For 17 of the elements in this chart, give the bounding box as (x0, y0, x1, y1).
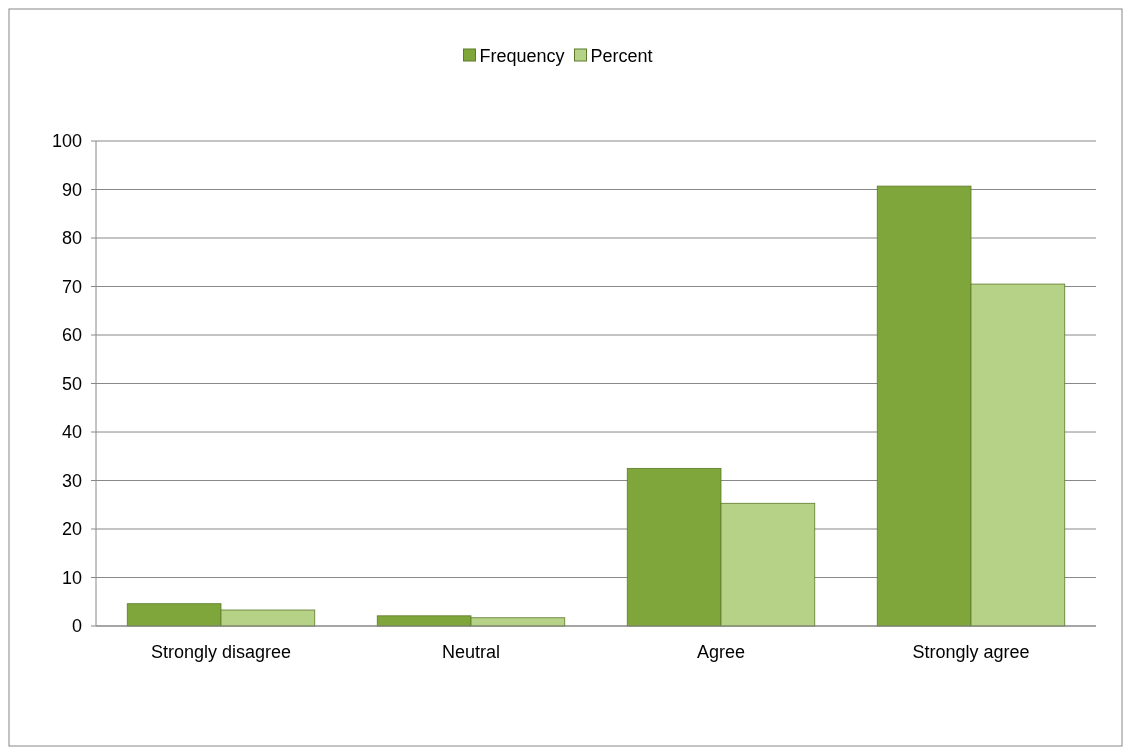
y-tick-label: 100 (51, 131, 82, 152)
x-tick-label: Agree (696, 642, 746, 662)
y-tick-label: 80 (61, 228, 82, 249)
y-tick-label: 40 (61, 422, 82, 443)
y-tick-label: 60 (61, 325, 82, 346)
y-tick-label: 0 (71, 616, 82, 637)
y-tick-label: 30 (61, 470, 82, 491)
x-tick-label: Strongly disagree (150, 642, 292, 662)
x-tick-label: Strongly agree (912, 642, 1030, 662)
x-tick-label: Neutral (441, 642, 501, 662)
legend-label: Frequency (479, 46, 565, 67)
y-tick-label: 90 (61, 179, 82, 200)
y-tick-label: 50 (61, 373, 82, 394)
y-tick-label: 10 (61, 567, 82, 588)
legend-label: Percent (590, 46, 653, 67)
y-tick-label: 70 (61, 276, 82, 297)
y-tick-label: 20 (61, 519, 82, 540)
